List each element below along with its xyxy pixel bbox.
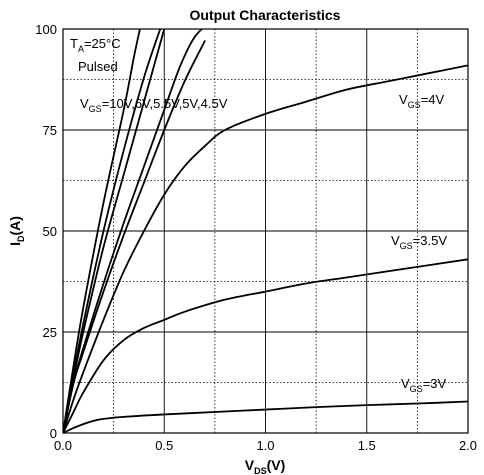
plot-frame [62, 28, 469, 434]
curve-vgs-5v [63, 29, 162, 433]
y-tick-label: 50 [43, 224, 57, 239]
x-tick-label: 2.0 [459, 438, 477, 453]
y-tick-label: 75 [43, 123, 57, 138]
condition-pulsed: Pulsed [78, 59, 118, 74]
y-tick-label: 25 [43, 325, 57, 340]
label-steep-curves: VGS=10V,6V,5.5V,5V,4.5V [80, 96, 228, 114]
curve-vgs-3v [63, 400, 468, 433]
label-vgs-3v: VGS=3V [401, 376, 447, 394]
x-tick-label: 1.0 [256, 438, 274, 453]
y-tick-label: 0 [50, 426, 57, 441]
condition-temperature: TA=25°C [70, 36, 121, 54]
chart-title: Output Characteristics [190, 7, 341, 23]
curves [63, 29, 468, 433]
x-tick-labels: 0.0 0.5 1.0 1.5 2.0 [54, 438, 477, 453]
curve-vgs-10v [63, 29, 204, 433]
x-axis-label: VDS(V) [245, 457, 286, 475]
grid [63, 29, 468, 433]
y-tick-label: 100 [35, 22, 57, 37]
x-tick-label: 0.0 [54, 438, 72, 453]
y-axis-label: ID(A) [7, 216, 26, 246]
curve-vgs-4.5v [63, 29, 141, 433]
x-tick-label: 1.5 [358, 438, 376, 453]
curve-vgs-4v [63, 64, 468, 433]
label-vgs-3.5v: VGS=3.5V [391, 233, 447, 251]
curve-vgs-3.5v [63, 258, 468, 433]
x-tick-label: 0.5 [155, 438, 173, 453]
curve-vgs-6v [63, 40, 206, 433]
label-vgs-4v: VGS=4V [399, 92, 445, 110]
y-tick-labels: 0 25 50 75 100 [35, 22, 57, 441]
